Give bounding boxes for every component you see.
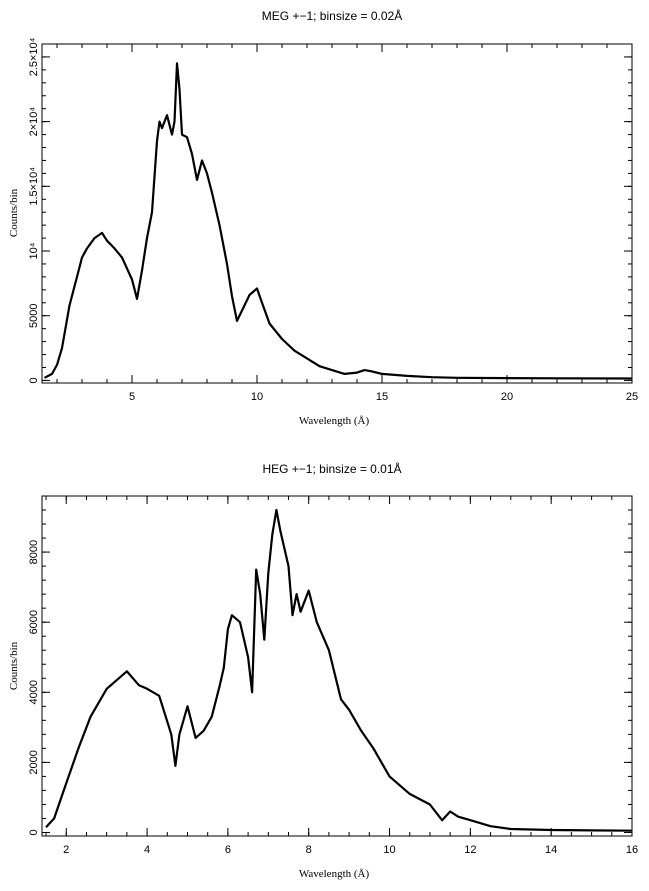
heg-y-axis-label: Counts/bin [8, 641, 20, 690]
meg-spectrum-chart: MEG +−1; binsize = 0.02Å 5 10 15 20 25 0 5000 1… [8, 8, 638, 427]
heg-y-tick-label: 4000 [28, 680, 40, 704]
meg-y-axis-label: Counts/bin [8, 188, 20, 237]
meg-x-tick-label: 25 [626, 391, 638, 403]
meg-y-tick-label: 10⁴ [28, 242, 40, 259]
meg-y-tick-label: 5000 [28, 303, 40, 327]
meg-y-tick-label: 2×10⁴ [28, 107, 40, 137]
heg-y-tick-label: 2000 [28, 750, 40, 774]
heg-y-tick-label: 0 [28, 829, 40, 835]
meg-y-tick-label: 0 [28, 377, 40, 383]
heg-spectrum-line [45, 508, 633, 832]
heg-ticks [42, 495, 633, 836]
meg-x-tick-label: 20 [501, 391, 513, 403]
heg-y-tick-label: 6000 [28, 610, 40, 634]
heg-x-tick-label: 14 [545, 844, 557, 856]
meg-x-axis-label: Wavelength (Å) [299, 415, 370, 427]
meg-x-tick-label: 15 [376, 391, 388, 403]
heg-spectrum-chart: HEG +−1; binsize = 0.01Å 2 4 6 8 10 12 14 16 0 20… [8, 461, 638, 880]
heg-x-tick-label: 8 [306, 844, 312, 856]
meg-x-tick-label: 10 [251, 391, 263, 403]
meg-tick-labels: 5 10 15 20 25 0 5000 10⁴ 1.5×10⁴ 2×10⁴ 2.5×10⁴ [28, 37, 638, 403]
meg-y-tick-label: 2.5×10⁴ [28, 37, 40, 76]
meg-ticks [42, 43, 633, 383]
heg-x-tick-label: 4 [144, 844, 150, 856]
meg-chart-title: MEG +−1; binsize = 0.02Å [262, 8, 402, 23]
heg-x-tick-label: 16 [626, 844, 638, 856]
heg-x-tick-label: 2 [63, 844, 69, 856]
heg-tick-labels: 2 4 6 8 10 12 14 16 0 2000 4000 6000 8000 [28, 540, 638, 856]
heg-x-axis-label: Wavelength (Å) [299, 868, 370, 880]
heg-plot-frame [41, 495, 633, 837]
meg-spectrum-line [43, 62, 633, 380]
heg-y-tick-label: 8000 [28, 540, 40, 564]
meg-y-tick-label: 1.5×10⁴ [28, 167, 40, 206]
heg-x-tick-label: 12 [464, 844, 476, 856]
heg-x-tick-label: 10 [383, 844, 395, 856]
heg-x-tick-label: 6 [225, 844, 231, 856]
meg-plot-frame [41, 43, 633, 384]
meg-x-tick-label: 5 [129, 391, 135, 403]
heg-chart-title: HEG +−1; binsize = 0.01Å [262, 461, 401, 476]
